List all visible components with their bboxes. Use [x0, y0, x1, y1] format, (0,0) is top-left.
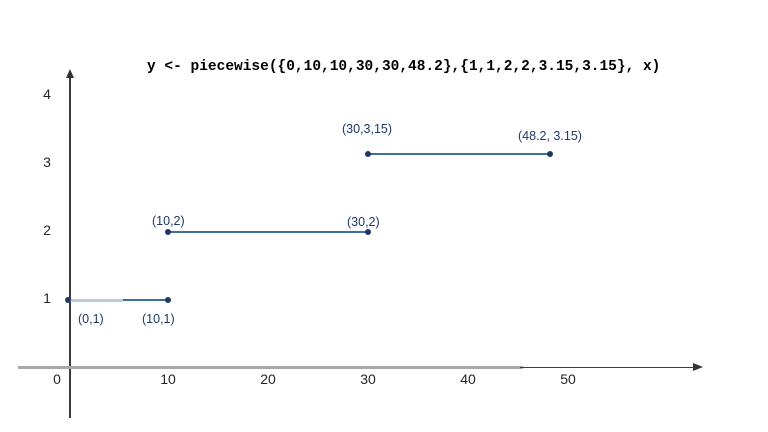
point-label: (30,2) — [347, 215, 380, 229]
y-tick-label: 2 — [43, 222, 51, 238]
x-tick-label: 50 — [560, 371, 576, 387]
x-tick-label: 40 — [460, 371, 476, 387]
point-label: (10,2) — [152, 214, 185, 228]
segment-line — [368, 153, 550, 155]
segment-line — [168, 231, 368, 233]
x-axis-arrow-icon — [693, 363, 703, 371]
y-axis-line — [69, 76, 71, 418]
x-axis-line-right — [520, 366, 696, 369]
point-label: (30,3,15) — [342, 121, 393, 136]
chart-title: y <- piecewise({0,10,10,30,30,48.2},{1,1… — [147, 59, 661, 75]
x-tick-label: 30 — [360, 371, 376, 387]
point-label: (48.2, 3.15) — [518, 128, 582, 143]
y-tick-label: 3 — [43, 154, 51, 170]
point-label: (0,1) — [78, 312, 104, 326]
data-point — [165, 297, 171, 303]
data-point — [365, 150, 371, 157]
point-label: (10,1) — [142, 312, 175, 326]
data-point — [365, 229, 371, 235]
x-tick-label: 10 — [160, 371, 176, 387]
y-axis-arrow-icon — [65, 69, 74, 78]
y-tick-label: 1 — [43, 290, 51, 306]
data-point — [165, 229, 171, 235]
x-tick-label: 20 — [260, 371, 276, 387]
y-tick-label: 4 — [43, 86, 51, 102]
x-tick-label: 0 — [53, 371, 61, 387]
segment-highlight — [68, 298, 123, 302]
data-point — [65, 297, 71, 303]
x-axis-line — [18, 365, 523, 369]
data-point — [547, 150, 553, 157]
